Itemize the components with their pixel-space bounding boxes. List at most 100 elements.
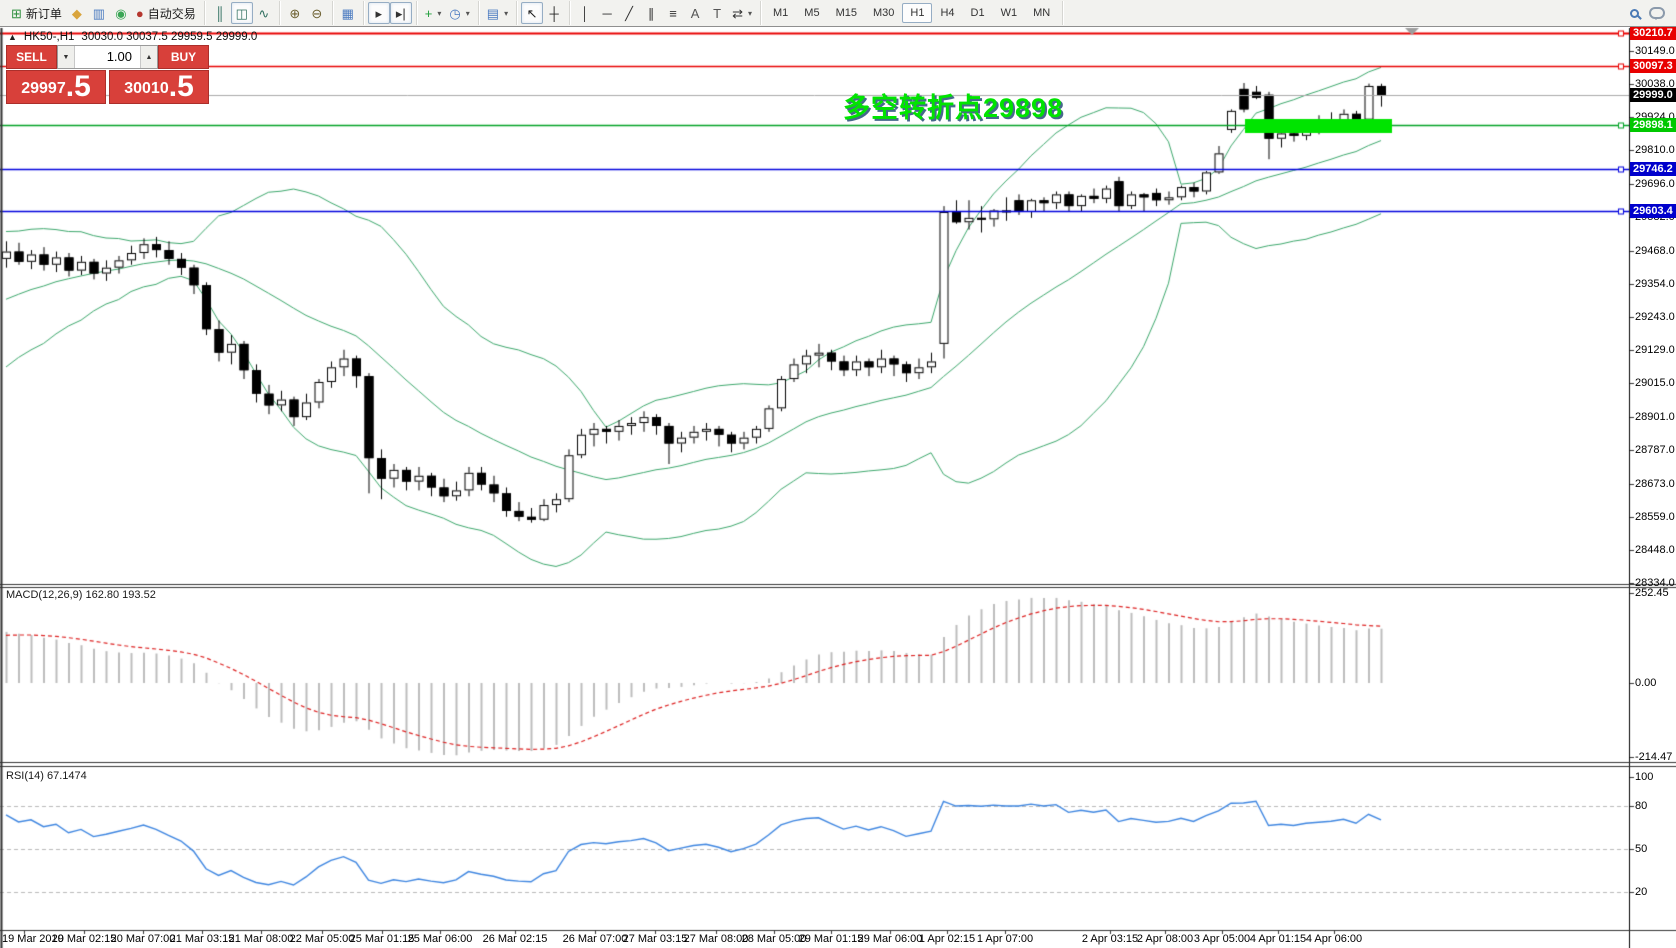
price-level-tag: 29898.1 <box>1630 117 1676 132</box>
market-watch-button[interactable]: ▥ <box>88 2 110 24</box>
auto-scroll-icon: ▸ <box>375 5 383 21</box>
timeframe-m1-button[interactable]: M1 <box>773 7 789 19</box>
volume-increase-button[interactable]: ▲ <box>140 46 157 68</box>
crosshair-button[interactable]: ┼ <box>543 2 565 24</box>
volume-field[interactable]: 1.00 <box>75 46 140 68</box>
periods-button[interactable]: ◷ ▾ <box>445 2 473 24</box>
time-axis-label: 2 Apr 03:15 <box>1081 933 1139 945</box>
trade-panel-prices: 29997.5 30010.5 <box>6 70 209 104</box>
time-axis-label: 21 Mar 03:15 <box>169 933 235 945</box>
rsi-indicator-label: RSI(14) 67.1474 <box>6 770 87 782</box>
ohlc-values: 30030.0 30037.5 29959.5 29999.0 <box>81 31 258 43</box>
rsi-axis-label: 100 <box>1635 771 1654 783</box>
trade-panel-row: SELL ▼ 1.00 ▲ BUY <box>6 45 209 69</box>
line-chart-button[interactable]: ∿ <box>253 2 275 24</box>
fibonacci-icon: ≡ <box>669 5 677 21</box>
time-axis-label: 25 Mar 01:15 <box>349 933 415 945</box>
periods-icon: ◷ <box>449 5 461 21</box>
equidistant-channel-icon: ∥ <box>647 5 655 21</box>
main-toolbar: ⊞ 新订单 ◆ ▥ ◉ ● 自动交易 ║ ◫ ∿ ⊕ ⊖ ▦ ▸ ▸| + ▾ ◷ ▾ ▤ ▾ ↖ ┼ │ ─ ╱ ∥ ≡ A T ⇄ ▾ M1… <box>0 0 1676 27</box>
toolbar-group: │ ─ ╱ ∥ ≡ A T ⇄ ▾ <box>570 1 761 25</box>
search-button[interactable] <box>1623 2 1645 24</box>
indicators-button[interactable]: + ▾ <box>421 2 446 24</box>
chart-shift-button[interactable]: ▸| <box>389 2 412 24</box>
time-axis-label: 3 Apr 05:00 <box>1193 933 1251 945</box>
market-watch-icon: ▥ <box>92 5 106 21</box>
price-axis-label: 29810.0 <box>1635 144 1675 157</box>
dropdown-arrow-icon: ▾ <box>437 8 442 18</box>
price-axis-label: 28559.0 <box>1635 511 1675 524</box>
sell-price-box[interactable]: 29997.5 <box>6 70 106 104</box>
time-axis-label: 27 Mar 03:15 <box>622 933 688 945</box>
price-axis-label: 29015.0 <box>1635 377 1675 390</box>
text-icon: A <box>690 5 700 21</box>
toolbar-group: + ▾ ◷ ▾ <box>417 1 479 25</box>
volume-stepper: ▼ 1.00 ▲ <box>57 45 158 69</box>
trendline-button[interactable]: ╱ <box>618 2 640 24</box>
time-axis-label: 2 Apr 08:00 <box>1136 933 1194 945</box>
collapse-panel-icon[interactable]: ▲ <box>8 32 17 42</box>
autotrading-button[interactable]: ● 自动交易 <box>132 2 200 24</box>
chat-button[interactable] <box>1645 2 1669 24</box>
toolbar-group: ⊕ ⊖ <box>280 1 333 25</box>
timeframe-m30-button[interactable]: M30 <box>872 7 895 19</box>
time-axis-label: 1 Apr 07:00 <box>976 933 1034 945</box>
timeframe-m15-button[interactable]: M15 <box>835 7 857 19</box>
bar-chart-button[interactable]: ║ <box>209 2 231 24</box>
chart-shift-icon: ▸| <box>395 5 406 21</box>
cursor-icon: ↖ <box>526 5 538 21</box>
auto-scroll-button[interactable]: ▸ <box>367 2 390 24</box>
arrows-tool-icon: ⇄ <box>732 5 743 21</box>
price-axis-label: 28673.0 <box>1635 477 1675 490</box>
price-axis-label: 29354.0 <box>1635 278 1675 291</box>
time-axis-label: 19 Mar 2019 <box>2 933 64 945</box>
timeframe-h4-button[interactable]: H4 <box>940 7 955 19</box>
price-axis-label: 30149.0 <box>1635 45 1675 58</box>
zoom-out-button[interactable]: ⊖ <box>306 2 328 24</box>
price-level-tag: 29603.4 <box>1630 204 1676 218</box>
timeframe-d1-button[interactable]: D1 <box>970 7 985 19</box>
sell-button[interactable]: SELL <box>6 45 57 69</box>
new-order-button[interactable]: ⊞ 新订单 <box>7 2 66 24</box>
time-axis-label: 29 Mar 01:15 <box>798 933 864 945</box>
vertical-line-button[interactable]: │ <box>574 2 596 24</box>
tile-windows-icon: ▦ <box>341 5 354 21</box>
timeframe-w1-button[interactable]: W1 <box>1000 7 1018 19</box>
equidistant-channel-button[interactable]: ∥ <box>640 2 662 24</box>
templates-button[interactable]: ▤ ▾ <box>483 2 512 24</box>
metaeditor-button[interactable]: ◆ <box>66 2 88 24</box>
chart-text-annotation[interactable]: 多空转折点29898 <box>843 93 1064 123</box>
cursor-button[interactable]: ↖ <box>521 2 544 24</box>
text-label-icon: T <box>713 5 722 21</box>
fibonacci-button[interactable]: ≡ <box>662 2 684 24</box>
candlestick-chart-button[interactable]: ◫ <box>230 2 253 24</box>
text-button[interactable]: A <box>684 2 706 24</box>
text-label-button[interactable]: T <box>706 2 728 24</box>
toolbar-group: ║ ◫ ∿ <box>205 1 280 25</box>
candlestick-icon: ◫ <box>235 5 248 21</box>
one-click-trading-panel: SELL ▼ 1.00 ▲ BUY 29997.5 30010.5 <box>6 45 209 104</box>
timeframe-mn-button[interactable]: MN <box>1033 7 1051 19</box>
indicators-icon: + <box>424 5 433 21</box>
buy-button[interactable]: BUY <box>158 45 209 69</box>
tile-windows-button[interactable]: ▦ <box>337 2 359 24</box>
buy-price-pips: .5 <box>168 70 194 103</box>
price-axis-label: 29129.0 <box>1635 344 1675 356</box>
timeframe-m5-button[interactable]: M5 <box>804 7 820 19</box>
toolbar-group: ▤ ▾ <box>479 1 518 25</box>
volume-decrease-button[interactable]: ▼ <box>58 46 75 68</box>
time-axis-label: 22 Mar 05:00 <box>289 933 355 945</box>
horizontal-line-button[interactable]: ─ <box>596 2 618 24</box>
signals-button[interactable]: ◉ <box>110 2 132 24</box>
timeframe-h1-button[interactable]: H1 <box>902 3 933 23</box>
zoom-in-button[interactable]: ⊕ <box>284 2 306 24</box>
arrows-tool-button[interactable]: ⇄ ▾ <box>728 2 756 24</box>
dropdown-arrow-icon: ▾ <box>504 8 509 18</box>
sell-price-pips: .5 <box>65 70 91 103</box>
macd-axis-label: 0.00 <box>1635 677 1657 689</box>
time-axis-label: 4 Apr 01:15 <box>1249 933 1307 945</box>
price-axis-label: 29243.0 <box>1635 310 1675 323</box>
buy-price-box[interactable]: 30010.5 <box>109 70 209 104</box>
